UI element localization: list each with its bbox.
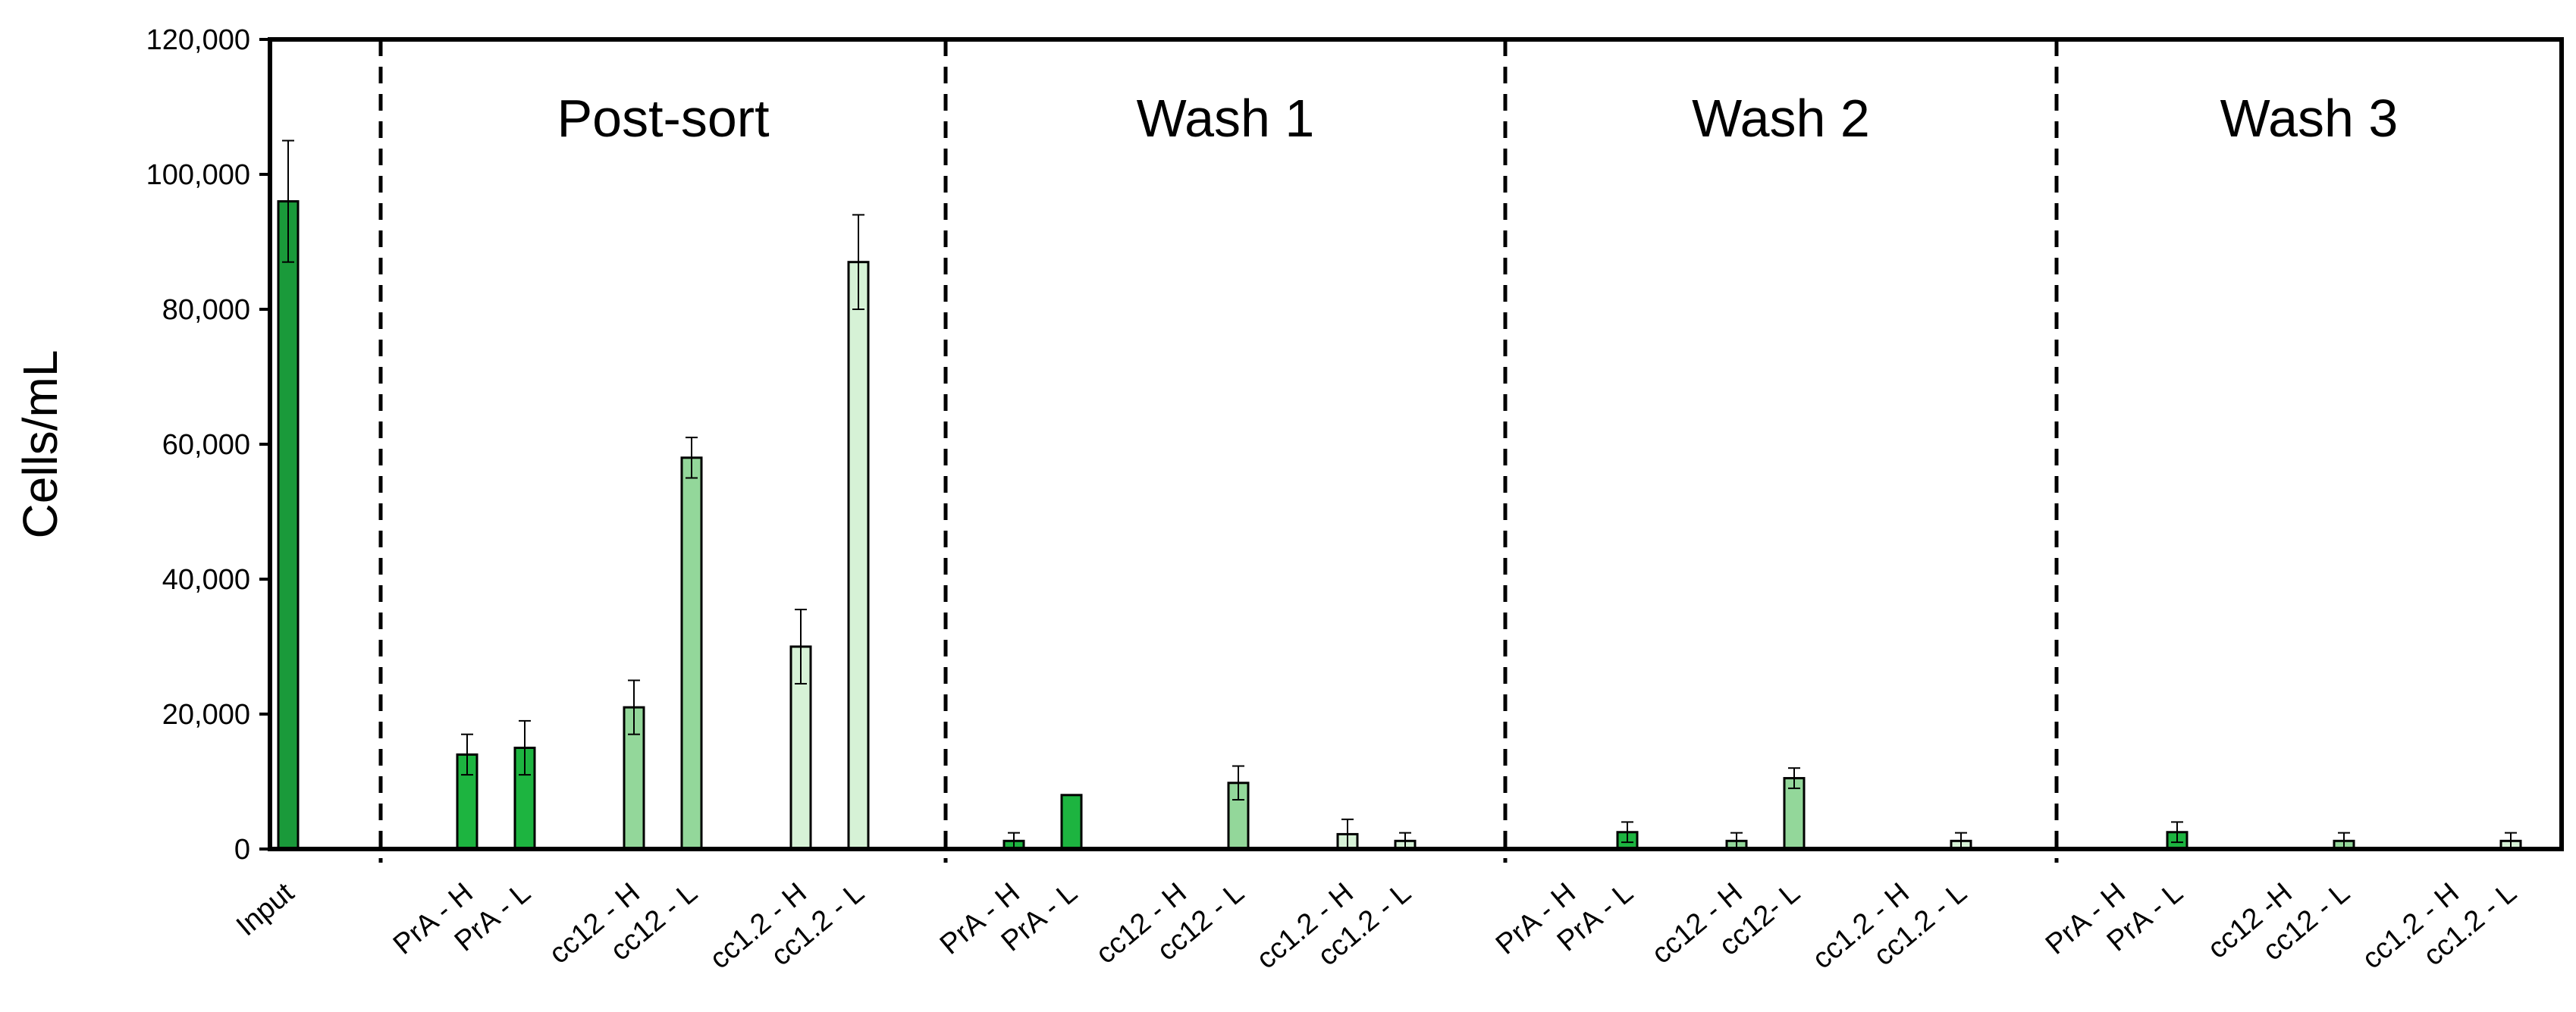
y-tick-label: 100,000 xyxy=(146,159,250,191)
bars xyxy=(277,200,2522,851)
category-label: Input xyxy=(231,876,300,942)
bar xyxy=(277,200,300,851)
bar xyxy=(1060,794,1083,851)
group-title: Wash 2 xyxy=(1692,89,1870,148)
y-tick-label: 40,000 xyxy=(162,564,250,596)
y-axis-ticks: 0 20,000 40,000 60,000 80,000 100,000 120,000 xyxy=(146,24,270,866)
y-tick-label: 60,000 xyxy=(162,429,250,461)
y-tick-label: 120,000 xyxy=(146,24,250,56)
y-axis-label: Cells/mL xyxy=(13,350,67,539)
group-titles: Post-sort Wash 1 Wash 2 Wash 3 xyxy=(557,89,2398,148)
group-title: Wash 3 xyxy=(2220,89,2399,148)
bar xyxy=(680,456,703,851)
group-dividers xyxy=(378,39,2059,863)
y-tick-label: 80,000 xyxy=(162,294,250,326)
bar xyxy=(847,261,870,851)
plot-frame xyxy=(268,37,2564,851)
y-tick-label: 20,000 xyxy=(162,699,250,731)
error-bars xyxy=(282,139,2517,850)
group-title: Post-sort xyxy=(557,89,769,148)
y-tick-label: 0 xyxy=(234,834,250,866)
group-title: Wash 1 xyxy=(1137,89,1315,148)
